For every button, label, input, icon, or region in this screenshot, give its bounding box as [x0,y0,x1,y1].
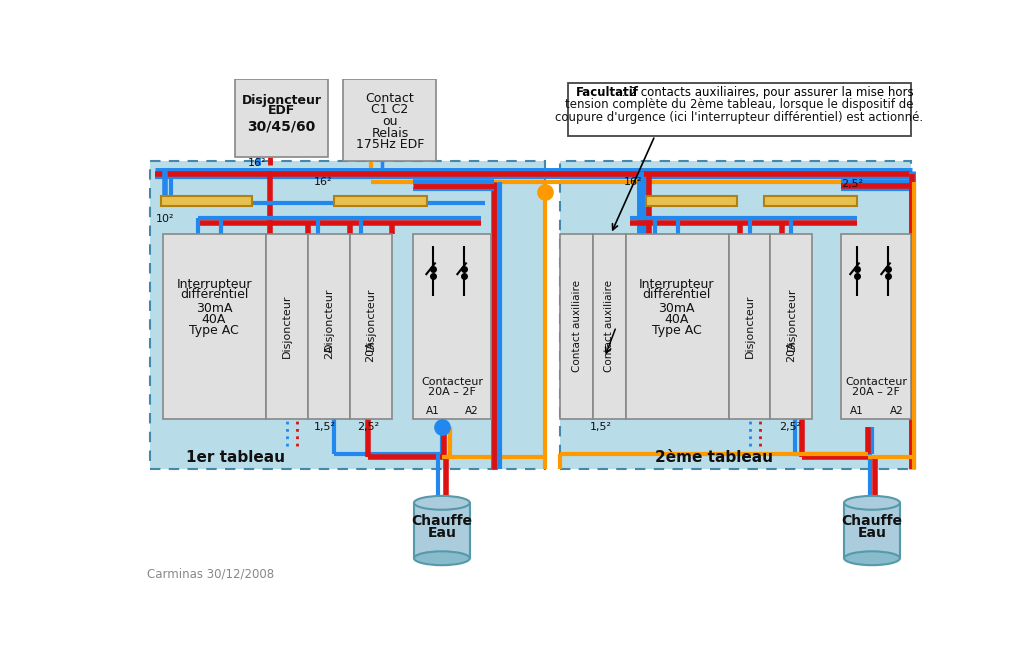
Text: A2: A2 [465,407,479,416]
Text: Relais: Relais [372,127,409,139]
Text: 40A: 40A [202,313,226,326]
Text: Disjoncteur: Disjoncteur [786,287,797,350]
Text: C1 C2: C1 C2 [372,103,409,116]
Bar [764,196,856,206]
Bar [841,234,910,419]
Text: 2,5²: 2,5² [779,422,801,432]
Text: 20A – 2F: 20A – 2F [428,387,476,397]
Text: différentiel: différentiel [180,288,248,301]
Text: 16²: 16² [314,176,333,186]
Bar [349,234,391,419]
Text: : 2 contacts auxiliaires, pour assurer la mise hors: : 2 contacts auxiliaires, pour assurer l… [617,86,913,99]
Text: 20A: 20A [786,340,797,362]
Bar [626,234,729,419]
Text: Disjoncteur: Disjoncteur [282,295,292,358]
Ellipse shape [844,551,900,565]
Text: Contact auxiliaire: Contact auxiliaire [604,280,614,373]
Ellipse shape [414,551,470,565]
Text: 30mA: 30mA [196,302,232,315]
Bar [560,161,910,469]
Text: Type AC: Type AC [189,324,239,337]
Bar [334,196,427,206]
Text: 2,5²: 2,5² [841,179,863,189]
Bar [343,79,436,161]
Bar [560,234,593,419]
Text: Contact auxiliaire: Contact auxiliaire [571,280,582,373]
Text: 1,5²: 1,5² [314,422,336,432]
Text: 175Hz EDF: 175Hz EDF [355,137,424,151]
Text: 40A: 40A [665,313,689,326]
Text: 1er tableau: 1er tableau [186,450,285,465]
Text: 2ème tableau: 2ème tableau [655,450,773,465]
Bar [150,161,545,469]
Text: Disjoncteur: Disjoncteur [242,94,322,106]
Text: différentiel: différentiel [642,288,711,301]
Text: Eau: Eau [857,526,887,540]
Text: 30/45/60: 30/45/60 [248,119,315,134]
Bar [161,196,252,206]
Text: Disjoncteur: Disjoncteur [324,287,334,350]
Text: Interrupteur: Interrupteur [639,278,715,291]
Bar [729,234,770,419]
Text: 20A: 20A [366,340,376,362]
Text: A1: A1 [850,407,863,416]
Ellipse shape [844,496,900,510]
Text: 16²: 16² [624,176,642,186]
Bar [568,83,910,136]
Bar [770,234,812,419]
Text: Type AC: Type AC [652,324,701,337]
Text: A1: A1 [426,407,439,416]
Text: Chauffe: Chauffe [412,514,472,527]
Text: Contact: Contact [366,92,415,105]
Text: 16²: 16² [248,158,266,169]
Text: Contacteur: Contacteur [845,377,907,387]
Text: coupure d'urgence (ici l'interrupteur différentiel) est actionné.: coupure d'urgence (ici l'interrupteur di… [555,110,924,124]
Bar [308,234,349,419]
Bar [593,234,626,419]
Text: 2,5²: 2,5² [356,422,379,432]
Text: Disjoncteur: Disjoncteur [744,295,755,358]
Bar [266,234,308,419]
Text: ou: ou [382,115,397,128]
Bar [414,234,490,419]
Text: Eau: Eau [427,526,457,540]
Text: Disjoncteur: Disjoncteur [366,287,376,350]
Text: Interrupteur: Interrupteur [176,278,252,291]
Bar [234,79,328,157]
Text: EDF: EDF [268,104,295,118]
Text: 10²: 10² [156,214,174,223]
Text: Facultatif: Facultatif [575,86,639,99]
Text: 2A: 2A [324,344,334,358]
Text: A2: A2 [890,407,903,416]
Text: 20A – 2F: 20A – 2F [852,387,900,397]
Text: Carminas 30/12/2008: Carminas 30/12/2008 [147,568,274,581]
Bar [163,234,266,419]
Text: tension complète du 2ème tableau, lorsque le dispositif de: tension complète du 2ème tableau, lorsqu… [565,98,913,111]
Bar [646,196,737,206]
Text: 1,5²: 1,5² [590,422,612,432]
Ellipse shape [414,496,470,510]
Bar [414,503,470,559]
Text: 30mA: 30mA [658,302,695,315]
Text: Contacteur: Contacteur [421,377,483,387]
Bar [844,503,900,559]
Text: Chauffe: Chauffe [842,514,902,527]
